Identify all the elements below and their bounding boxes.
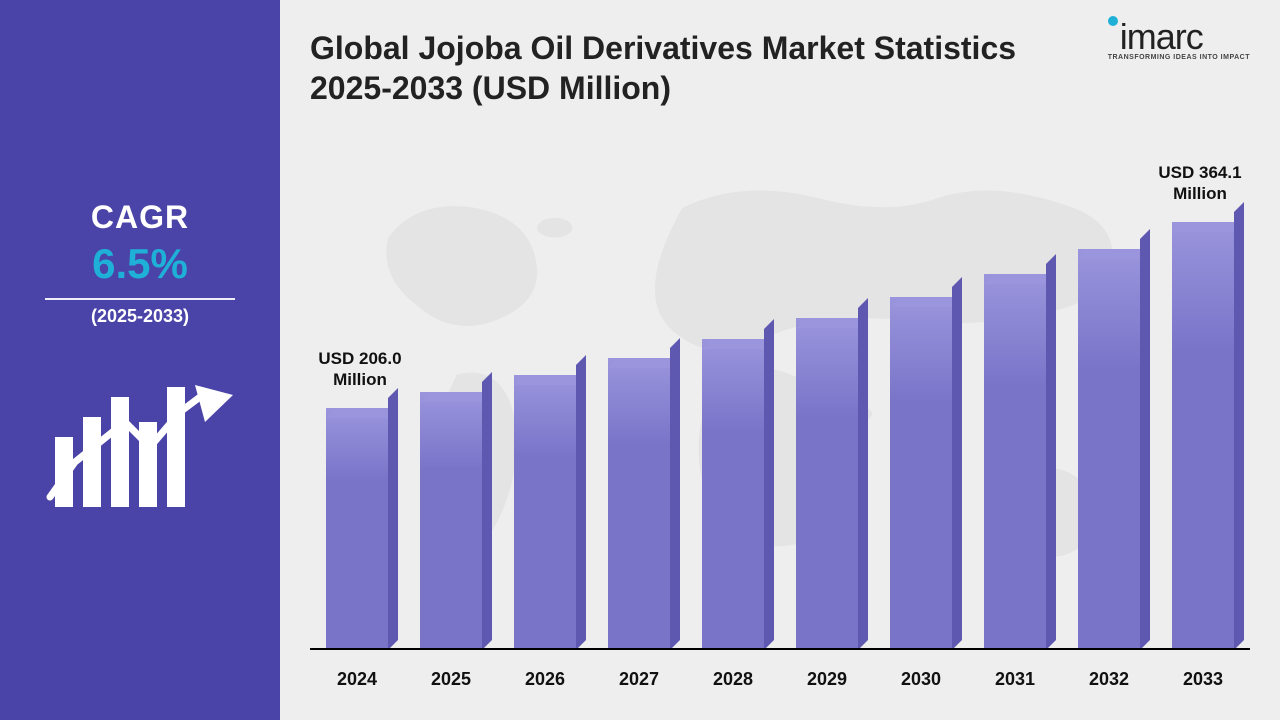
bar bbox=[420, 392, 482, 650]
bar-front bbox=[796, 318, 858, 650]
bar-slot bbox=[414, 392, 488, 650]
bar bbox=[984, 274, 1046, 650]
bar-side bbox=[764, 319, 774, 650]
bar-front bbox=[514, 375, 576, 650]
bar-slot bbox=[320, 408, 394, 650]
chart-title: Global Jojoba Oil Derivatives Market Sta… bbox=[310, 28, 1030, 108]
bar-slot bbox=[1166, 222, 1240, 650]
chart-baseline bbox=[310, 648, 1250, 650]
cagr-value: 6.5% bbox=[92, 240, 188, 288]
growth-chart-icon bbox=[45, 367, 235, 522]
brand-logo: imarc TRANSFORMING IDEAS INTO IMPACT bbox=[1108, 16, 1250, 61]
logo-text: imarc bbox=[1108, 16, 1250, 58]
bar-side bbox=[388, 388, 398, 650]
divider bbox=[45, 298, 235, 300]
cagr-label: CAGR bbox=[91, 199, 189, 236]
main-panel: Global Jojoba Oil Derivatives Market Sta… bbox=[280, 0, 1280, 720]
bar bbox=[608, 358, 670, 650]
logo-dot-icon bbox=[1108, 16, 1118, 26]
bar bbox=[1172, 222, 1234, 650]
x-axis-label: 2028 bbox=[696, 669, 770, 690]
bar-slot bbox=[696, 339, 770, 650]
bar-slot bbox=[1072, 249, 1146, 650]
bar bbox=[1078, 249, 1140, 650]
bar-front bbox=[420, 392, 482, 650]
bars-container bbox=[320, 120, 1240, 650]
x-axis-label: 2033 bbox=[1166, 669, 1240, 690]
bar-slot bbox=[790, 318, 864, 650]
bar-slot bbox=[978, 274, 1052, 650]
x-axis-label: 2029 bbox=[790, 669, 864, 690]
bar-slot bbox=[884, 297, 958, 650]
x-axis-label: 2026 bbox=[508, 669, 582, 690]
bar-front bbox=[890, 297, 952, 650]
bar-side bbox=[482, 372, 492, 650]
bar-front bbox=[608, 358, 670, 650]
bar bbox=[796, 318, 858, 650]
x-axis-label: 2025 bbox=[414, 669, 488, 690]
logo-word-text: imarc bbox=[1120, 16, 1203, 58]
bar bbox=[890, 297, 952, 650]
bar bbox=[326, 408, 388, 650]
cagr-period: (2025-2033) bbox=[91, 306, 189, 327]
bar-side bbox=[952, 277, 962, 650]
bar-front bbox=[702, 339, 764, 650]
bar-front bbox=[1078, 249, 1140, 650]
page: CAGR 6.5% (2025-2033) Global Jojoba Oil … bbox=[0, 0, 1280, 720]
logo-tagline: TRANSFORMING IDEAS INTO IMPACT bbox=[1108, 54, 1250, 61]
bar-side bbox=[1140, 229, 1150, 650]
x-axis-labels: 2024 2025 2026 2027 2028 2029 2030 2031 2032 2033 bbox=[320, 669, 1240, 690]
bar-side bbox=[1046, 254, 1056, 650]
bar bbox=[514, 375, 576, 650]
bar-side bbox=[1234, 202, 1244, 650]
bar-slot bbox=[602, 358, 676, 650]
x-axis-label: 2030 bbox=[884, 669, 958, 690]
bar-front bbox=[984, 274, 1046, 650]
x-axis-label: 2031 bbox=[978, 669, 1052, 690]
chart-area: USD 206.0 Million USD 364.1 Million 2024… bbox=[310, 120, 1250, 690]
bar-side bbox=[858, 298, 868, 650]
bar-side bbox=[576, 355, 586, 650]
x-axis-label: 2032 bbox=[1072, 669, 1146, 690]
bar-side bbox=[670, 338, 680, 650]
bar-front bbox=[1172, 222, 1234, 650]
bar-slot bbox=[508, 375, 582, 650]
sidebar-panel: CAGR 6.5% (2025-2033) bbox=[0, 0, 280, 720]
bar bbox=[702, 339, 764, 650]
x-axis-label: 2027 bbox=[602, 669, 676, 690]
x-axis-label: 2024 bbox=[320, 669, 394, 690]
bar-front bbox=[326, 408, 388, 650]
